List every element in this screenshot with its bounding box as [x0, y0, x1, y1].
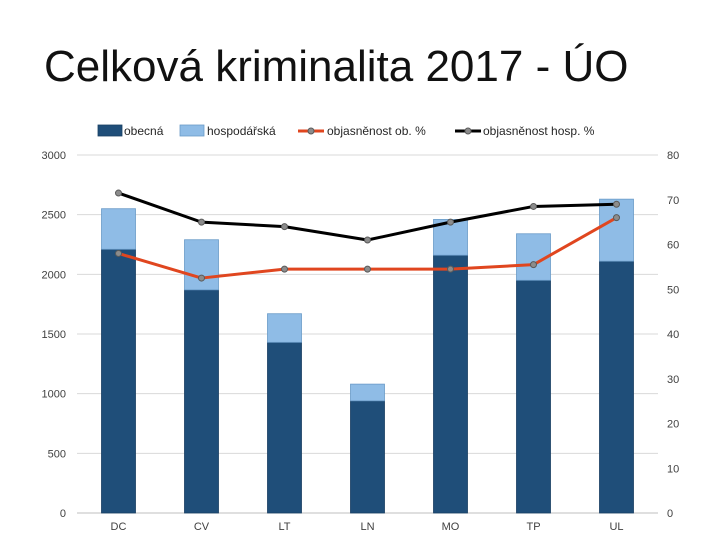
- bar-hospodarska-ul: [599, 198, 634, 262]
- bar-obecna-ln: [350, 400, 385, 514]
- category-label: LN: [360, 521, 374, 533]
- bar-hospodarska-dc: [101, 208, 136, 250]
- legend-marker: [307, 127, 315, 135]
- left-axis-tick-label: 2000: [42, 269, 66, 281]
- page-title: Celková kriminalita 2017 - ÚO: [44, 42, 629, 91]
- bar-hospodarska-ln: [350, 383, 385, 402]
- line-point: [115, 189, 122, 197]
- right-axis-tick-label: 20: [667, 419, 679, 431]
- bar-hospodarska-lt: [267, 313, 302, 343]
- bar-obecna-lt: [267, 341, 302, 514]
- bar-stacks: [101, 198, 634, 514]
- right-axis-tick-label: 40: [667, 329, 679, 341]
- category-label: CV: [194, 521, 210, 533]
- line-point: [447, 218, 454, 226]
- line-point: [281, 265, 288, 273]
- line-point: [447, 265, 454, 273]
- category-label: UL: [609, 521, 623, 533]
- line-point: [281, 223, 288, 231]
- right-axis-tick-label: 30: [667, 374, 679, 386]
- right-axis-tick-label: 10: [667, 463, 679, 475]
- category-label: TP: [526, 521, 540, 533]
- bar-obecna-mo: [433, 254, 468, 514]
- line-point: [198, 218, 205, 226]
- bar-obecna-ul: [599, 260, 634, 514]
- bar-hospodarska-cv: [184, 239, 219, 291]
- right-axis-tick-label: 80: [667, 150, 679, 162]
- right-axis-tick-label: 60: [667, 240, 679, 252]
- left-axis-tick-label: 500: [48, 448, 66, 460]
- line-point: [115, 249, 122, 257]
- category-label: MO: [442, 521, 460, 533]
- left-axis-tick-label: 1000: [42, 389, 66, 401]
- legend-entry: hospodářská: [207, 124, 276, 138]
- legend-marker: [464, 127, 472, 135]
- legend-entry: obecná: [124, 124, 164, 138]
- line-series: [115, 189, 620, 282]
- line-objasnenost-hosp: [118, 191, 617, 242]
- category-label: DC: [111, 521, 127, 533]
- right-axis-tick-label: 50: [667, 284, 679, 296]
- left-axis-tick-label: 0: [60, 508, 66, 520]
- legend-entry: objasněnost ob. %: [327, 124, 426, 138]
- line-point: [613, 214, 620, 222]
- legend-entry: objasněnost hosp. %: [483, 124, 595, 138]
- line-point: [198, 274, 205, 282]
- right-axis-tick-label: 0: [667, 508, 673, 520]
- left-axis-tick-label: 1500: [42, 329, 66, 341]
- line-point: [364, 236, 371, 244]
- bar-obecna-dc: [101, 248, 136, 514]
- bar-obecna-tp: [516, 279, 551, 514]
- category-axis-labels: DC CV LT LN MO TP UL: [111, 521, 624, 533]
- left-axis-labels: 0 500 1000 1500 2000 2500 3000: [42, 150, 66, 520]
- legend: obecná hospodářská objasněnost ob. % objasn…: [97, 124, 595, 138]
- left-axis-tick-label: 3000: [42, 150, 66, 162]
- line-point: [613, 200, 620, 208]
- right-axis-labels: 0 10 20 30 40 50 60 70 80: [667, 150, 679, 520]
- legend-swatch: [97, 124, 123, 137]
- line-point: [530, 261, 537, 269]
- bar-obecna-cv: [184, 289, 219, 514]
- line-point: [364, 265, 371, 273]
- category-label: LT: [278, 521, 290, 533]
- right-axis-tick-label: 70: [667, 195, 679, 207]
- line-point: [530, 202, 537, 210]
- legend-swatch: [179, 124, 205, 137]
- left-axis-tick-label: 2500: [42, 210, 66, 222]
